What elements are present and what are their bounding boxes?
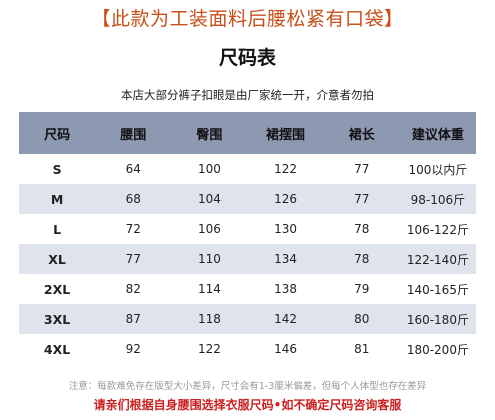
- cell-waist: 64: [95, 154, 172, 184]
- cell-size: 3XL: [19, 304, 96, 334]
- table-row: 3XL 87 118 142 80 160-180斤: [19, 304, 476, 334]
- cell-weight: 180-200斤: [399, 334, 476, 364]
- header-row: 尺码 腰围 臀围 裙摆围 裙长 建议体重: [19, 112, 476, 154]
- page-subtitle: 本店大部分裤子扣眼是由厂家统一开，介意者勿拍: [121, 88, 374, 102]
- cell-length: 78: [323, 244, 400, 274]
- cell-size: S: [19, 154, 96, 184]
- cell-length: 78: [323, 214, 400, 244]
- cell-waist: 92: [95, 334, 172, 364]
- size-advice-warning: 请亲们根据自身腰围选择衣服尺码•如不确定尺码咨询客服: [93, 398, 402, 412]
- table-row: 4XL 92 122 146 81 180-200斤: [19, 334, 476, 364]
- cell-hip: 106: [171, 214, 248, 244]
- cell-waist: 87: [95, 304, 172, 334]
- cell-hem: 122: [247, 154, 324, 184]
- cell-length: 79: [323, 274, 400, 304]
- table-row: XL 77 110 134 78 122-140斤: [19, 244, 476, 274]
- table-body: S 64 100 122 77 100以内斤 M 68 104 126 77 9…: [19, 154, 476, 364]
- table-row: L 72 106 130 78 106-122斤: [19, 214, 476, 244]
- cell-weight: 140-165斤: [399, 274, 476, 304]
- header-weight: 建议体重: [399, 112, 476, 154]
- cell-size: XL: [19, 244, 96, 274]
- header-hip: 臀围: [171, 112, 248, 154]
- cell-hip: 104: [171, 184, 248, 214]
- cell-hem: 146: [247, 334, 324, 364]
- cell-length: 80: [323, 304, 400, 334]
- cell-length: 77: [323, 184, 400, 214]
- table-row: S 64 100 122 77 100以内斤: [19, 154, 476, 184]
- cell-hip: 122: [171, 334, 248, 364]
- cell-weight: 122-140斤: [399, 244, 476, 274]
- header-hem: 裙摆围: [247, 112, 324, 154]
- cell-hip: 100: [171, 154, 248, 184]
- cell-weight: 100以内斤: [399, 154, 476, 184]
- cell-length: 81: [323, 334, 400, 364]
- cell-hip: 114: [171, 274, 248, 304]
- promo-banner: 【此款为工装面料后腰松紧有口袋】: [91, 8, 404, 30]
- cell-waist: 82: [95, 274, 172, 304]
- cell-size: 4XL: [19, 334, 96, 364]
- header-length: 裙长: [323, 112, 400, 154]
- cell-weight: 106-122斤: [399, 214, 476, 244]
- cell-hem: 134: [247, 244, 324, 274]
- cell-waist: 68: [95, 184, 172, 214]
- cell-length: 77: [323, 154, 400, 184]
- page-title: 尺码表: [218, 47, 276, 69]
- cell-size: L: [19, 214, 96, 244]
- cell-hem: 130: [247, 214, 324, 244]
- cell-weight: 160-180斤: [399, 304, 476, 334]
- table-row: 2XL 82 114 138 79 140-165斤: [19, 274, 476, 304]
- cell-hem: 126: [247, 184, 324, 214]
- cell-hem: 142: [247, 304, 324, 334]
- table-header: 尺码 腰围 臀围 裙摆围 裙长 建议体重: [19, 112, 476, 154]
- cell-waist: 77: [95, 244, 172, 274]
- cell-waist: 72: [95, 214, 172, 244]
- size-chart: 尺码 腰围 臀围 裙摆围 裙长 建议体重 S 64 100 122 77 100…: [19, 112, 476, 364]
- cell-size: M: [19, 184, 96, 214]
- header-size: 尺码: [19, 112, 96, 154]
- cell-size: 2XL: [19, 274, 96, 304]
- size-table: 尺码 腰围 臀围 裙摆围 裙长 建议体重 S 64 100 122 77 100…: [19, 112, 476, 364]
- cell-hip: 110: [171, 244, 248, 274]
- disclaimer-note: 注意：每款难免存在版型大小差异，尺寸会有1-3厘米偏差，但每个人体型也存在差异: [68, 381, 427, 392]
- cell-hip: 118: [171, 304, 248, 334]
- table-row: M 68 104 126 77 98-106斤: [19, 184, 476, 214]
- cell-hem: 138: [247, 274, 324, 304]
- header-waist: 腰围: [95, 112, 172, 154]
- cell-weight: 98-106斤: [399, 184, 476, 214]
